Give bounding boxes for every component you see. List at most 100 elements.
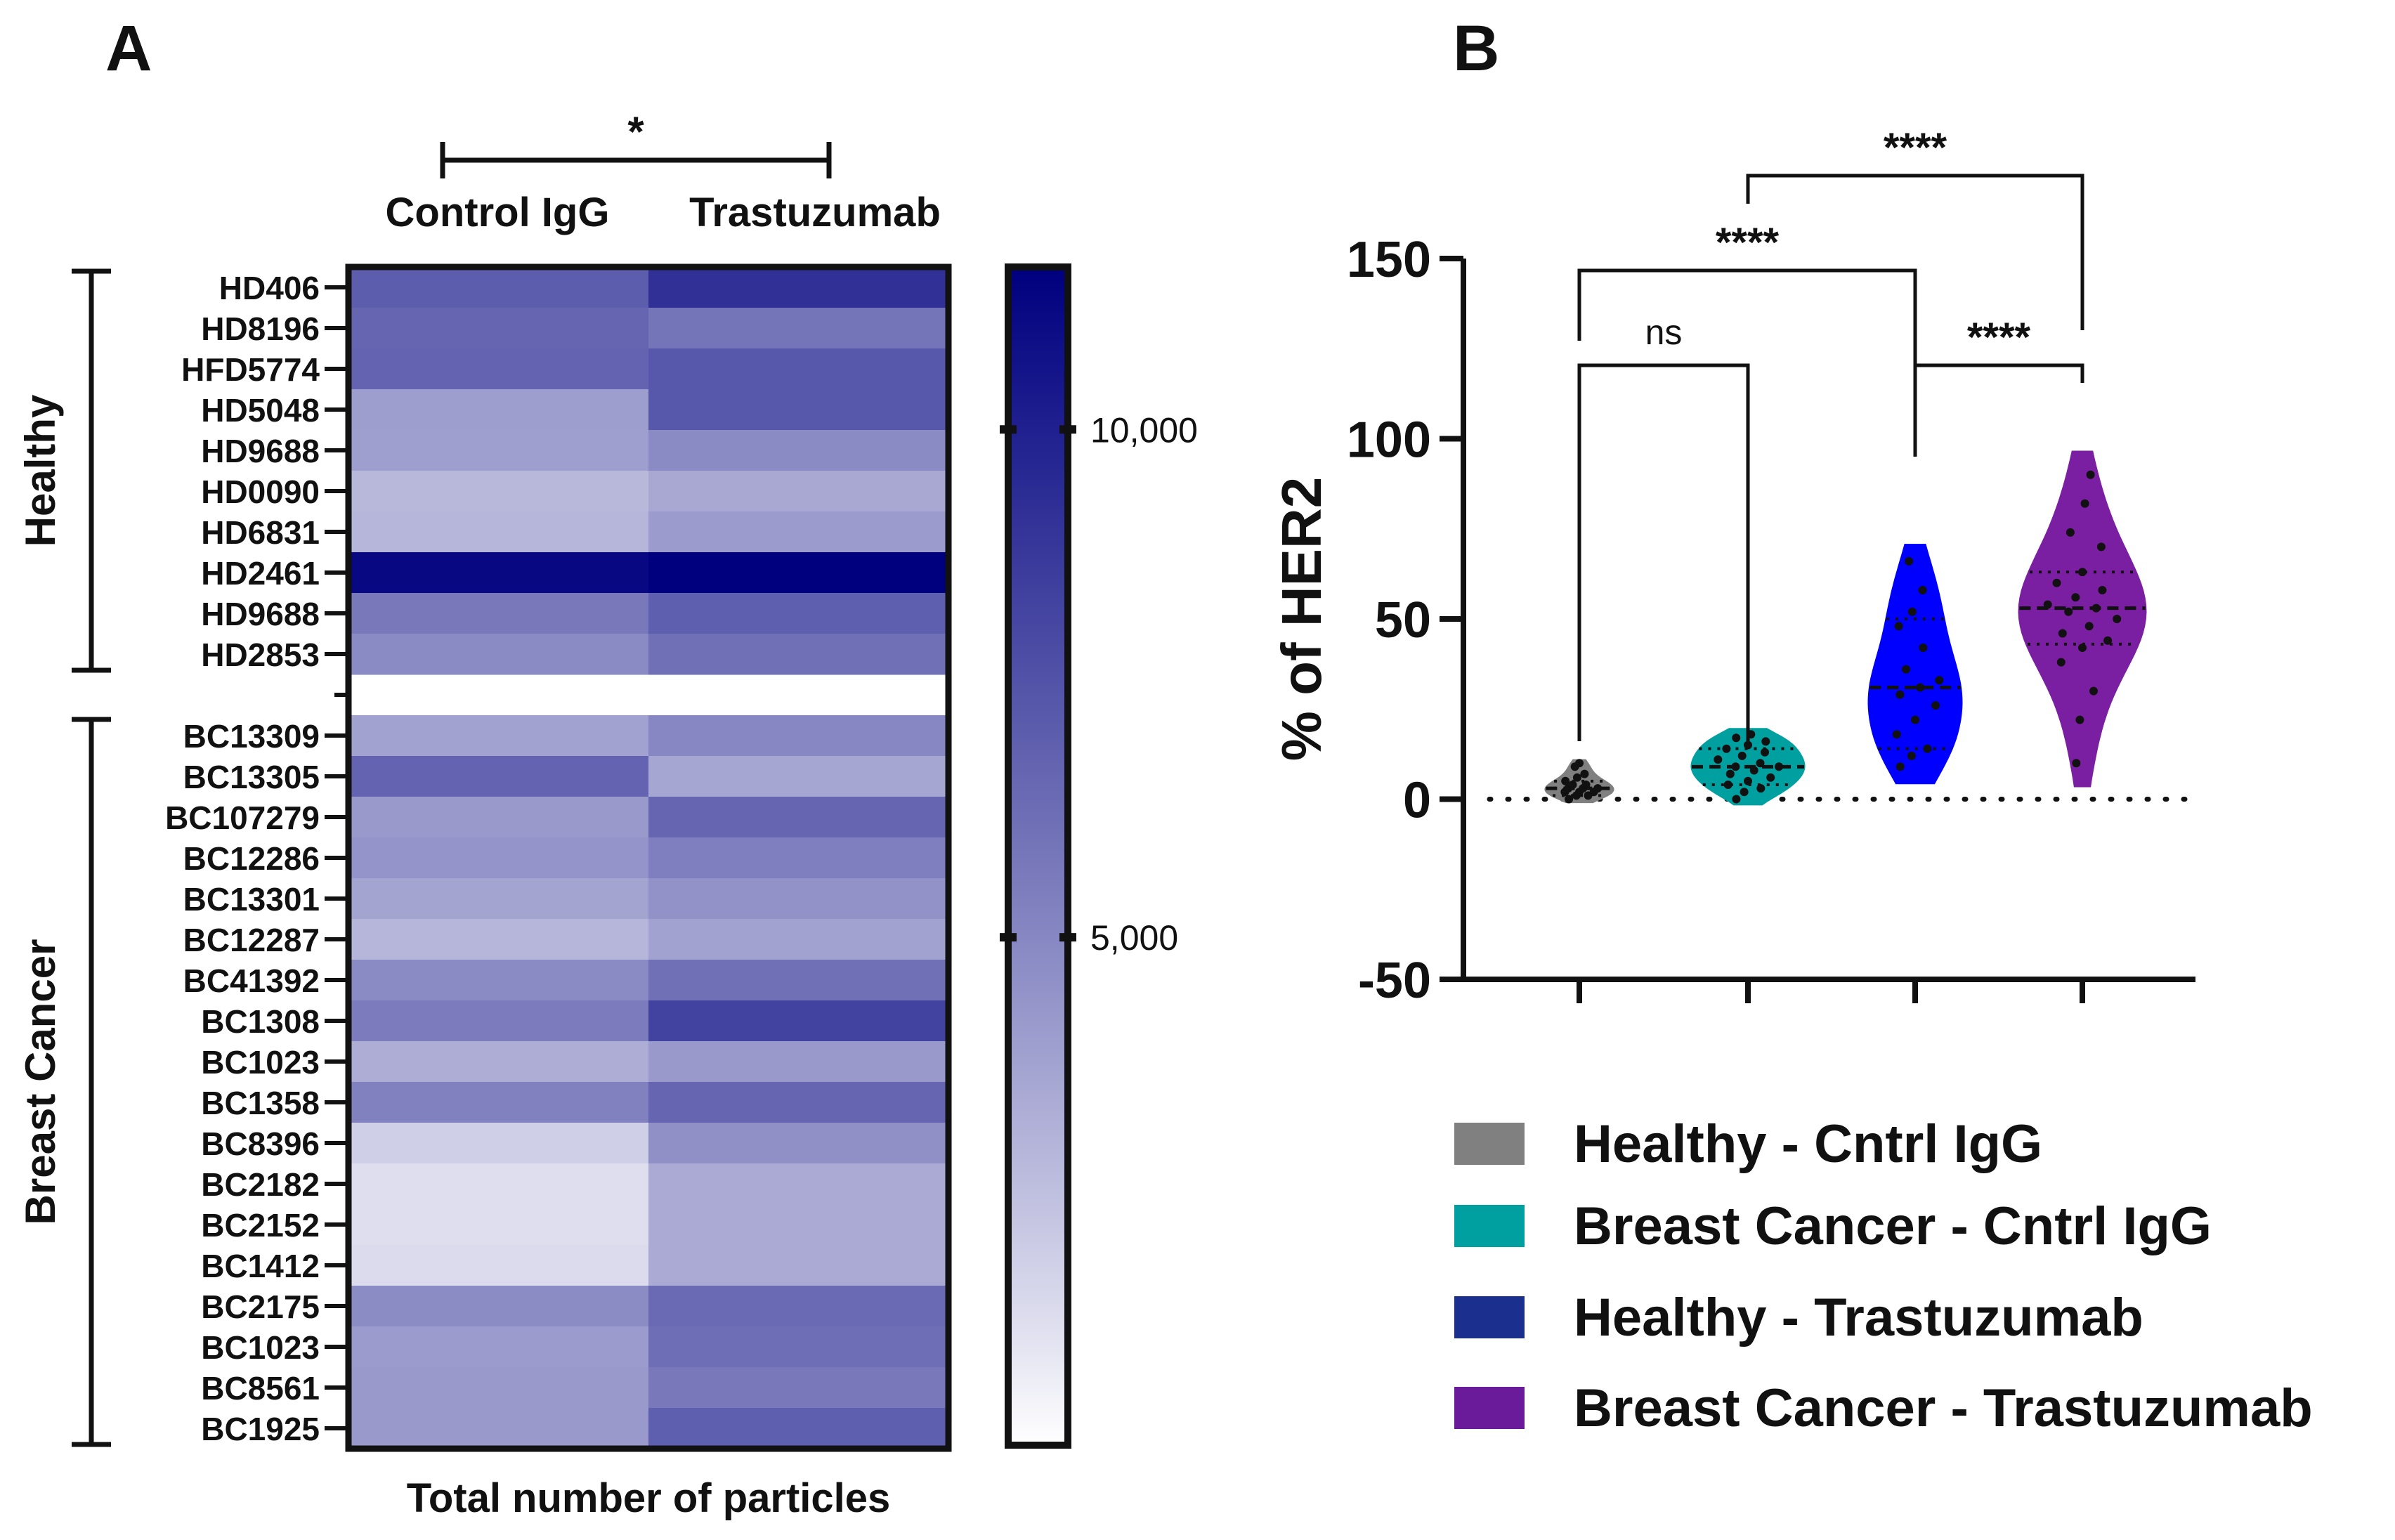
- heatmap-cell: [348, 1326, 649, 1368]
- data-point: [1580, 769, 1589, 778]
- heatmap-cell: [648, 756, 949, 797]
- heatmap-cell: [648, 1326, 949, 1368]
- row-label: BC107279: [165, 800, 320, 836]
- x-axis-label: Total number of particles: [407, 1475, 891, 1521]
- data-point: [1749, 766, 1758, 775]
- heatmap-cell: [648, 471, 949, 512]
- legend-swatch: [1454, 1205, 1525, 1247]
- comparison-label: ****: [1884, 125, 1947, 171]
- heatmap-cell: [348, 1408, 649, 1449]
- data-point: [2089, 686, 2098, 696]
- data-point: [2098, 586, 2107, 594]
- row-label: BC8561: [201, 1370, 320, 1407]
- data-point: [1918, 586, 1927, 594]
- row-label: BC13309: [183, 718, 320, 755]
- heatmap-cell: [648, 593, 949, 634]
- data-point: [1907, 607, 1917, 616]
- row-label: HD8196: [201, 311, 320, 347]
- heatmap-cell: [348, 430, 649, 471]
- y-axis-label: % of HER2: [1270, 477, 1333, 762]
- heatmap-cell: [648, 430, 949, 471]
- heatmap-cell: [648, 1041, 949, 1083]
- data-point: [1732, 795, 1741, 804]
- data-point: [1756, 759, 1765, 768]
- data-point: [2075, 715, 2084, 724]
- data-point: [2071, 593, 2080, 602]
- heatmap-cell: [348, 1286, 649, 1327]
- row-label: BC1925: [201, 1411, 320, 1447]
- data-point: [1935, 676, 1944, 685]
- legend-label: Healthy - Cntrl IgG: [1574, 1114, 2042, 1174]
- heatmap-cell: [648, 1123, 949, 1164]
- data-point: [1744, 740, 1752, 750]
- legend-swatch: [1454, 1296, 1525, 1338]
- heatmap-cell: [348, 1000, 649, 1042]
- data-point: [2056, 658, 2066, 667]
- data-point: [1916, 683, 1925, 692]
- y-tick-label: -50: [1358, 953, 1431, 1009]
- data-point: [1740, 788, 1749, 797]
- data-point: [2043, 600, 2052, 609]
- data-point: [1907, 751, 1916, 760]
- row-label: BC13301: [183, 881, 320, 918]
- row-label: BC13305: [183, 759, 320, 795]
- heatmap-cell: [348, 837, 649, 879]
- heatmap-cell: [348, 1123, 649, 1164]
- data-point: [2113, 615, 2122, 623]
- data-point: [1737, 751, 1747, 760]
- colorbar-tick-label: 5,000: [1090, 918, 1178, 958]
- row-label: BC2175: [201, 1288, 320, 1325]
- comparison-bracket: [1577, 363, 1750, 741]
- data-point: [1732, 733, 1741, 743]
- colorbar: [1005, 263, 1071, 1449]
- heatmap-cell: [648, 1204, 949, 1246]
- row-label: BC1023: [201, 1329, 320, 1366]
- row-label: HD9688: [201, 596, 320, 632]
- heatmap-cell: [648, 797, 949, 838]
- data-point: [2096, 542, 2106, 552]
- row-label: BC1412: [201, 1248, 320, 1284]
- heatmap-cell: [648, 1082, 949, 1123]
- row-label: HD2853: [201, 637, 320, 673]
- heatmap-cell: [648, 1286, 949, 1327]
- heatmap-cell: [348, 919, 649, 960]
- row-label: BC12286: [183, 840, 320, 877]
- row-label: BC1358: [201, 1085, 320, 1121]
- heatmap-cell: [348, 797, 649, 838]
- panel-label-b: B: [1453, 13, 1499, 84]
- data-point: [1905, 556, 1914, 566]
- row-label: BC1023: [201, 1044, 320, 1081]
- heatmap-cell: [648, 267, 949, 308]
- comparison-bracket: [1577, 268, 1917, 457]
- row-label: HD9688: [201, 433, 320, 469]
- heatmap-cell: [648, 1245, 949, 1286]
- heatmap-cell: [648, 389, 949, 431]
- data-point: [1923, 744, 1932, 753]
- data-point: [1593, 784, 1603, 793]
- data-point: [1931, 701, 1940, 710]
- comparison-label: ****: [1716, 220, 1780, 266]
- data-point: [2078, 644, 2087, 652]
- heatmap-cell: [348, 1041, 649, 1083]
- data-point: [2103, 636, 2113, 645]
- data-point: [2080, 499, 2089, 508]
- data-point: [2066, 528, 2075, 537]
- row-label: HD5048: [201, 392, 320, 429]
- group-label: Breast Cancer: [17, 939, 64, 1225]
- comparison-label: ns: [1645, 313, 1683, 352]
- heatmap-border: [345, 263, 952, 1452]
- row-label: BC2182: [201, 1166, 320, 1203]
- data-point: [2086, 470, 2095, 479]
- data-point: [1581, 781, 1591, 789]
- colorbar-tick-label: 10,000: [1090, 410, 1198, 450]
- data-point: [1919, 644, 1928, 652]
- data-point: [2078, 568, 2087, 577]
- heatmap-cell: [648, 634, 949, 675]
- data-point: [1756, 784, 1766, 793]
- legend-label: Breast Cancer - Cntrl IgG: [1574, 1196, 2212, 1256]
- heatmap-cell: [348, 1163, 649, 1205]
- data-point: [1714, 755, 1723, 764]
- heatmap-cell: [348, 1082, 649, 1123]
- row-label: HD406: [219, 270, 320, 306]
